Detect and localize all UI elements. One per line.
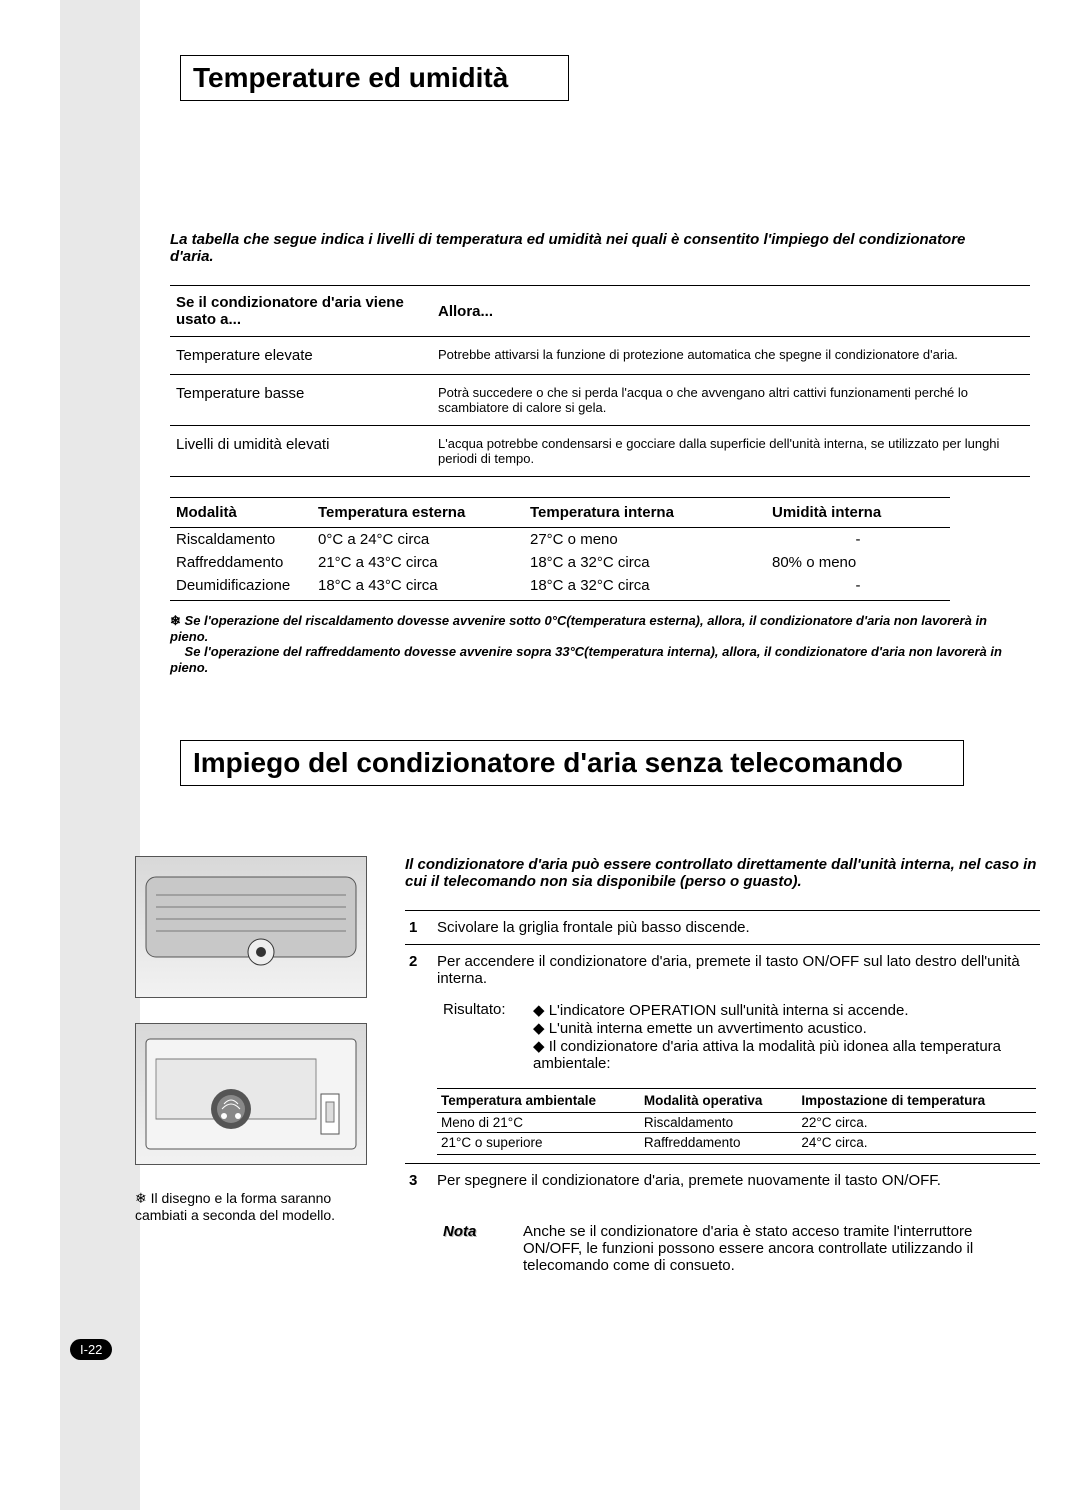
instructions-column: Il condizionatore d'aria può essere cont… [405, 856, 1040, 1292]
page-number: I-22 [70, 1339, 112, 1360]
section-title-1: Temperature ed umidità [180, 55, 569, 101]
result-list: L'indicatore OPERATION sull'unità intern… [533, 1001, 1030, 1072]
footnote-text-b: Se l'operazione del raffreddamento doves… [170, 644, 1002, 675]
table2-cell: - [766, 528, 950, 552]
table2-cell: 18°C a 32°C circa [524, 574, 766, 601]
result-block: Risultato: L'indicatore OPERATION sull'u… [433, 995, 1040, 1164]
result-label: Risultato: [439, 999, 527, 1080]
table2-header: Umidità interna [766, 498, 950, 528]
inner-cell: 21°C o superiore [437, 1133, 640, 1155]
table2-header: Temperatura interna [524, 498, 766, 528]
section-title-2: Impiego del condizionatore d'aria senza … [180, 740, 964, 786]
content-area: Temperature ed umidità La tabella che se… [140, 0, 1040, 1292]
figure-column: ❄ Il disegno e la forma saranno cambiati… [135, 856, 375, 1292]
table2-cell: Riscaldamento [170, 528, 312, 552]
inner-cell: Meno di 21°C [437, 1113, 640, 1133]
figure-caption-text: Il disegno e la forma saranno cambiati a… [135, 1190, 335, 1223]
steps-table: 1 Scivolare la griglia frontale più bass… [405, 910, 1040, 1292]
inner-cell: 22°C circa. [797, 1113, 1036, 1133]
step-number: 2 [405, 945, 433, 996]
note-text: Anche se il condizionatore d'aria è stat… [519, 1211, 1034, 1282]
table1-cell: Potrebbe attivarsi la funzione di protez… [432, 337, 1030, 375]
intro-text-2: Il condizionatore d'aria può essere cont… [405, 856, 1040, 890]
table2-header: Temperatura esterna [312, 498, 524, 528]
section-temperature: Temperature ed umidità La tabella che se… [140, 55, 1040, 675]
unit-illustration-1 [135, 856, 367, 998]
table2-cell: 80% o meno [766, 551, 950, 574]
footnote-text-a: Se l'operazione del riscaldamento dovess… [170, 613, 987, 644]
conditions-table: Se il condizionatore d'aria viene usato … [170, 285, 1030, 477]
result-item: L'indicatore OPERATION sull'unità intern… [533, 1001, 1030, 1019]
table1-cell: Livelli di umidità elevati [170, 426, 432, 477]
table1-cell: L'acqua potrebbe condensarsi e gocciare … [432, 426, 1030, 477]
note-label: Nota [439, 1211, 517, 1282]
page: Temperature ed umidità La tabella che se… [0, 0, 1080, 1510]
inner-header: Temperatura ambientale [437, 1089, 640, 1113]
table1-header-0: Se il condizionatore d'aria viene usato … [170, 286, 432, 337]
step-text: Per spegnere il condizionatore d'aria, p… [433, 1164, 1040, 1198]
step-number: 3 [405, 1164, 433, 1198]
table2-cell: 18°C a 43°C circa [312, 574, 524, 601]
table1-cell: Potrà succedere o che si perda l'acqua o… [432, 375, 1030, 426]
footnote: ❄ Se l'operazione del riscaldamento dove… [170, 613, 1010, 675]
table2-cell: Raffreddamento [170, 551, 312, 574]
figure-caption: ❄ Il disegno e la forma saranno cambiati… [135, 1190, 375, 1223]
step-text: Per accendere il condizionatore d'aria, … [433, 945, 1040, 996]
inner-header: Modalità operativa [640, 1089, 797, 1113]
inner-cell: Riscaldamento [640, 1113, 797, 1133]
section-no-remote: Impiego del condizionatore d'aria senza … [140, 740, 1040, 1292]
table2-cell: 0°C a 24°C circa [312, 528, 524, 552]
table1-cell: Temperature basse [170, 375, 432, 426]
sidebar-stripe [60, 0, 140, 1510]
table2-cell: 18°C a 32°C circa [524, 551, 766, 574]
inner-header: Impostazione di temperatura [797, 1089, 1036, 1113]
result-item: Il condizionatore d'aria attiva la modal… [533, 1037, 1030, 1072]
intro-text-1: La tabella che segue indica i livelli di… [170, 231, 1010, 265]
ambient-table: Temperatura ambientale Modalità operativ… [437, 1088, 1036, 1155]
table2-header: Modalità [170, 498, 312, 528]
unit-illustration-2 [135, 1023, 367, 1165]
table1-cell: Temperature elevate [170, 337, 432, 375]
step-text: Scivolare la griglia frontale più basso … [433, 911, 1040, 945]
result-item: L'unità interna emette un avvertimento a… [533, 1019, 1030, 1037]
snowflake-icon: ❄ [170, 613, 181, 628]
inner-cell: Raffreddamento [640, 1133, 797, 1155]
table2-cell: 27°C o meno [524, 528, 766, 552]
modes-table: Modalità Temperatura esterna Temperatura… [170, 497, 950, 601]
inner-cell: 24°C circa. [797, 1133, 1036, 1155]
table2-cell: - [766, 574, 950, 601]
table2-cell: 21°C a 43°C circa [312, 551, 524, 574]
table2-cell: Deumidificazione [170, 574, 312, 601]
step-number: 1 [405, 911, 433, 945]
snowflake-icon: ❄ [135, 1190, 147, 1206]
table1-header-1: Allora... [432, 286, 1030, 337]
